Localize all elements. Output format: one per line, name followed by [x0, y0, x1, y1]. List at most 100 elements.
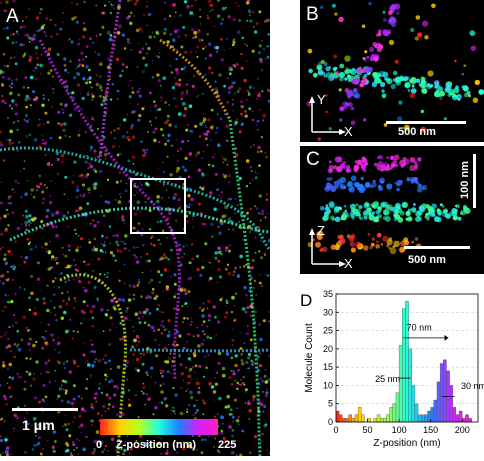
panel-c-scale-label-horizontal: 500 nm	[408, 254, 446, 266]
colorbar-max: 225	[218, 439, 237, 451]
filament-7	[159, 38, 232, 121]
histogram-bar	[357, 407, 362, 423]
panel-c-svg	[307, 154, 471, 255]
panel-a-label: A	[6, 6, 19, 27]
histogram-bar	[348, 414, 352, 423]
panel-a-zoom-box	[130, 178, 186, 234]
panel-b-scale-label: 500 nm	[398, 126, 436, 138]
histogram-bar	[345, 418, 349, 423]
panel-c-axes-arrows	[309, 228, 346, 267]
histogram-bar	[462, 418, 466, 423]
histogram-x-tick-label: 50	[363, 425, 373, 435]
panel-a-svg	[0, 0, 270, 456]
histogram-bar	[389, 407, 394, 423]
panel-a-scale-bar	[12, 408, 78, 411]
histogram-svg: D Molecule Count Z-position (nm) 0 5 10 15 2…	[300, 289, 484, 449]
histogram-bar	[408, 348, 412, 423]
annotation-70nm-arrowhead	[444, 334, 449, 341]
histogram-y-tick-label: 0	[328, 417, 333, 427]
histogram-y-axis-label: Molecule Count	[304, 323, 315, 393]
panel-b-svg	[306, 1, 484, 141]
filament-5	[129, 348, 270, 353]
annotation-25nm: 25 nm	[375, 374, 400, 384]
histogram-bar	[465, 414, 469, 423]
histogram-y-tick-label: 25	[323, 326, 333, 336]
histogram-y-tick-label: 35	[323, 289, 333, 299]
panel-c-scale-bar-vertical	[473, 154, 476, 208]
filament-1	[9, 206, 270, 242]
histogram-bar	[342, 418, 346, 423]
histogram-bar	[427, 410, 431, 423]
histogram-y-tick-label: 15	[323, 362, 333, 372]
histogram-bar	[402, 308, 406, 423]
histogram-bar	[354, 414, 359, 423]
annotation-30nm: 30 nm	[461, 381, 484, 391]
histogram-bar	[439, 363, 444, 423]
histogram-bar	[367, 418, 371, 423]
panel-c-label: C	[306, 149, 320, 170]
histogram-bar	[436, 381, 441, 423]
histogram-y-tick-label: 10	[323, 380, 333, 390]
panel-b-scale-bar	[386, 121, 466, 124]
panel-c-scale-label-vertical: 100 nm	[459, 161, 471, 199]
histogram-bar	[386, 414, 390, 423]
annotation-70nm: 70 nm	[407, 323, 432, 333]
histogram-bar	[449, 385, 453, 423]
histogram-bar	[383, 418, 387, 423]
panel-a-image: A 1 μm 0 Z-position (nm) 225	[0, 0, 270, 456]
histogram-y-tick-label: 20	[323, 344, 333, 354]
histogram-bar	[468, 418, 472, 423]
histogram-bar	[395, 392, 400, 423]
histogram-bar	[455, 414, 460, 423]
histogram-bar	[411, 385, 416, 423]
histogram-x-tick-label: 0	[333, 425, 338, 435]
filament-0	[0, 146, 270, 252]
panel-b-axis-y: Y	[317, 92, 326, 107]
histogram-bar	[433, 399, 438, 423]
panel-b-localizations	[306, 1, 484, 141]
histogram-bar	[458, 410, 463, 423]
colorbar-label: Z-position (nm)	[116, 439, 197, 451]
histogram-y-tick-label: 30	[323, 307, 333, 317]
histogram-x-tick-label: 150	[423, 425, 438, 435]
histogram-frame	[335, 293, 479, 423]
histogram-bar	[351, 418, 356, 423]
histogram-bar	[379, 418, 384, 423]
filament-6	[98, 0, 122, 161]
histogram-bar	[452, 407, 457, 423]
panel-b-axis-x: X	[344, 124, 353, 139]
histogram-bar	[424, 414, 428, 423]
histogram-bar	[420, 414, 425, 423]
filament-3	[228, 119, 262, 456]
panel-b-image: B Y X 500 nm	[300, 0, 484, 142]
histogram-x-tick-label: 100	[392, 425, 407, 435]
panel-b-axes-arrows	[309, 96, 346, 135]
colorbar	[100, 419, 218, 435]
histogram-bar	[392, 403, 397, 423]
panel-b-label: B	[306, 4, 319, 25]
colorbar-min: 0	[96, 439, 103, 451]
histogram-x-tick-label: 200	[455, 425, 470, 435]
histogram-y-tick-label: 5	[328, 399, 333, 409]
panel-c-scale-bar-horizontal	[404, 246, 470, 249]
histogram-bar	[361, 414, 365, 423]
histogram-bar	[414, 403, 419, 423]
panel-d-histogram: D Molecule Count Z-position (nm) 0 5 10 15 2…	[292, 286, 484, 456]
panel-a-scale-label: 1 μm	[22, 417, 55, 433]
histogram-x-axis-label: Z-position (nm)	[373, 438, 440, 449]
histogram-bar	[373, 418, 378, 423]
panel-d-label: D	[300, 291, 312, 310]
histogram-bar	[335, 410, 340, 423]
histogram-bar	[338, 414, 343, 423]
histogram-bar	[443, 359, 447, 423]
filament-4	[59, 273, 128, 456]
histogram-bar	[376, 414, 381, 423]
panel-c-axis-z: Z	[317, 223, 325, 238]
histogram-bar	[417, 414, 422, 423]
panel-c-axis-x: X	[344, 256, 353, 271]
panel-c-image: C 100 nm Z X 500 nm	[300, 146, 484, 274]
filament-2	[38, 39, 181, 381]
histogram-bar	[405, 301, 409, 423]
panel-c-localizations	[307, 154, 471, 255]
histogram-bar	[430, 407, 435, 423]
